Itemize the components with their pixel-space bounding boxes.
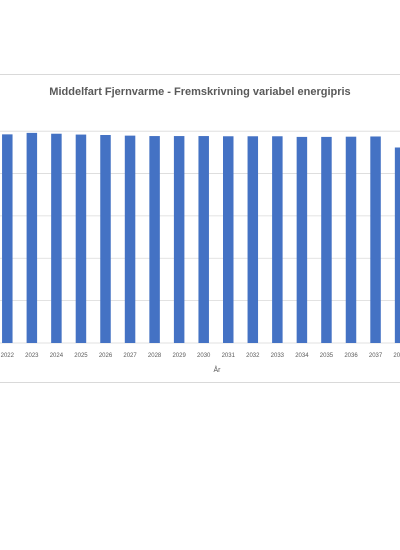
x-tick-2033: 2033 <box>271 353 285 359</box>
x-tick-2036: 2036 <box>344 353 358 359</box>
x-tick-2038: 2038 <box>393 353 400 359</box>
chart-area: Middelfart Fjernvarme - Fremskrivning va… <box>0 74 400 383</box>
bar-2033 <box>272 136 283 343</box>
x-tick-2032: 2032 <box>246 353 260 359</box>
x-tick-2025: 2025 <box>74 353 88 359</box>
bar-2024 <box>51 133 62 343</box>
x-tick-2031: 2031 <box>222 353 236 359</box>
bar-2026 <box>100 134 111 343</box>
bar-2030 <box>198 136 209 343</box>
x-tick-2034: 2034 <box>295 353 309 359</box>
bar-2025 <box>75 134 87 343</box>
x-tick-2023: 2023 <box>25 353 39 359</box>
bar-2038 <box>394 147 400 343</box>
x-tick-2030: 2030 <box>197 353 211 359</box>
bar-2023 <box>26 132 38 343</box>
chart-title: Middelfart Fjernvarme - Fremskrivning va… <box>49 86 351 98</box>
bar-2037 <box>370 136 381 343</box>
bar-2035 <box>321 136 332 343</box>
bar-2022 <box>2 134 13 343</box>
x-tick-2028: 2028 <box>148 353 162 359</box>
x-tick-2026: 2026 <box>99 353 113 359</box>
x-tick-labels: 2022 2023 2024 2025 2026 2027 2028 2029 2030 2031… <box>1 353 400 359</box>
x-tick-2027: 2027 <box>123 353 137 359</box>
bar-2028 <box>149 136 160 343</box>
x-tick-2029: 2029 <box>172 353 186 359</box>
x-axis-label: År <box>214 365 222 374</box>
bar-2036 <box>345 136 357 343</box>
chart-svg: 2022 2023 2024 2025 2026 2027 2028 2029 2030 2031… <box>0 130 400 374</box>
bar-2032 <box>247 136 259 343</box>
bar-2029 <box>173 136 185 343</box>
x-tick-2024: 2024 <box>50 353 64 359</box>
bar-2034 <box>296 136 308 343</box>
x-tick-2035: 2035 <box>320 353 334 359</box>
x-tick-2022: 2022 <box>1 353 15 359</box>
bar-2031 <box>223 136 234 343</box>
bar-2027 <box>124 135 136 343</box>
x-tick-2037: 2037 <box>369 353 383 359</box>
bars <box>2 132 400 343</box>
